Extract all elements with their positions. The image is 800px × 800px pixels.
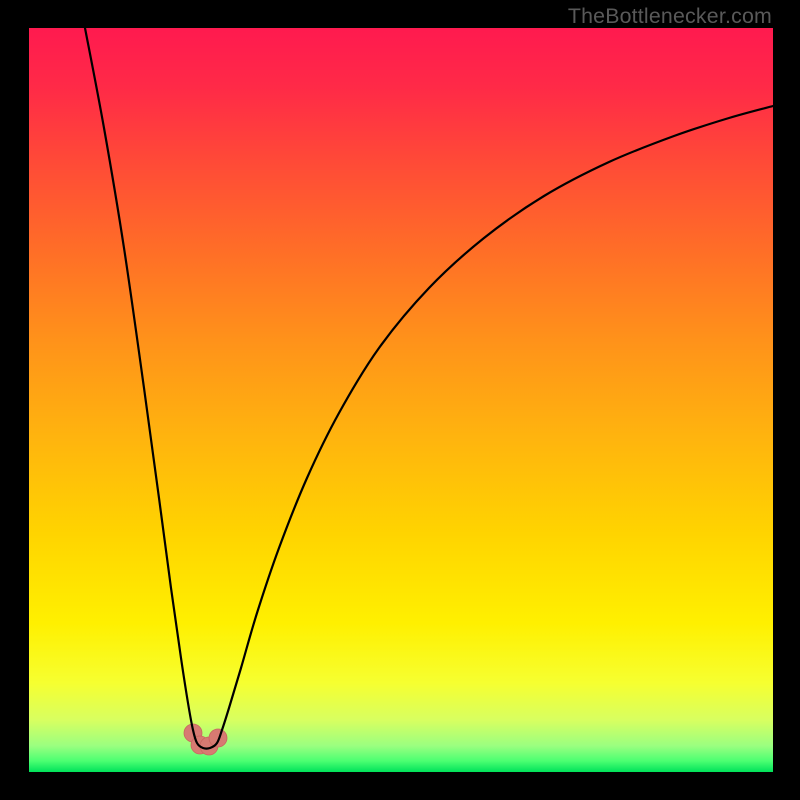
chart-stage: TheBottlenecker.com xyxy=(0,0,800,800)
watermark-text: TheBottlenecker.com xyxy=(568,4,772,29)
curve-min-dot xyxy=(209,729,227,747)
plot-area xyxy=(29,28,773,772)
curve-layer xyxy=(29,28,773,772)
bottleneck-curve xyxy=(85,28,773,749)
curve-min-dots xyxy=(184,724,227,755)
